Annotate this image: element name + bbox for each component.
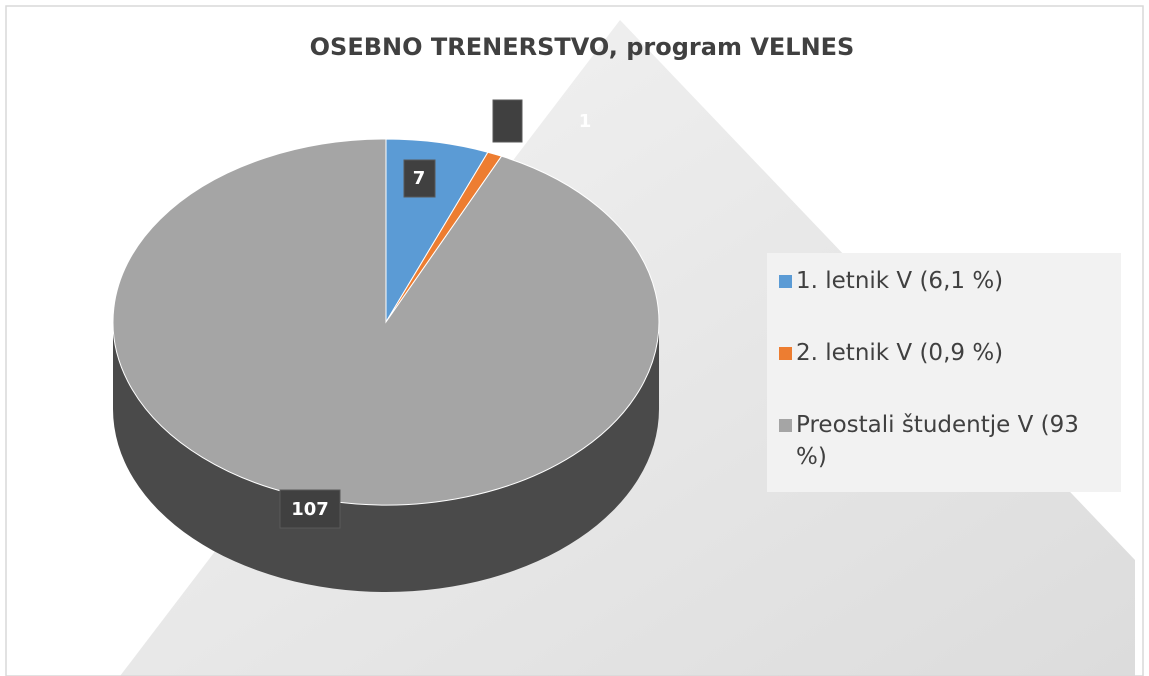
data-labels: 7 1 107	[279, 99, 592, 529]
legend-label: 2. letnik V (0,9 %)	[796, 340, 1004, 366]
data-label: 107	[291, 499, 329, 520]
pie	[112, 138, 660, 592]
legend-item: Preostali študentje V (93 %)	[779, 409, 1111, 473]
pie-slice	[112, 138, 660, 506]
pie-slice-side	[113, 322, 659, 592]
data-label: 1	[579, 111, 592, 132]
legend-swatch	[779, 419, 792, 432]
legend-item: 1. letnik V (6,1 %)	[779, 265, 1111, 297]
legend-swatch	[779, 347, 792, 360]
legend-swatch	[779, 275, 792, 288]
legend: 1. letnik V (6,1 %) 2. letnik V (0,9 %) Pr…	[767, 253, 1121, 492]
data-label: 7	[413, 168, 426, 189]
data-label-box	[279, 489, 341, 529]
chart-title: OSEBNO TRENERSTVO, program VELNES	[310, 33, 855, 61]
data-label-box	[492, 99, 523, 143]
legend-item: 2. letnik V (0,9 %)	[779, 337, 1111, 369]
chart-border	[5, 5, 1144, 676]
legend-label: 1. letnik V (6,1 %)	[796, 268, 1004, 294]
legend-label: Preostali študentje V (93 %)	[796, 412, 1079, 470]
data-label-box	[403, 159, 436, 198]
